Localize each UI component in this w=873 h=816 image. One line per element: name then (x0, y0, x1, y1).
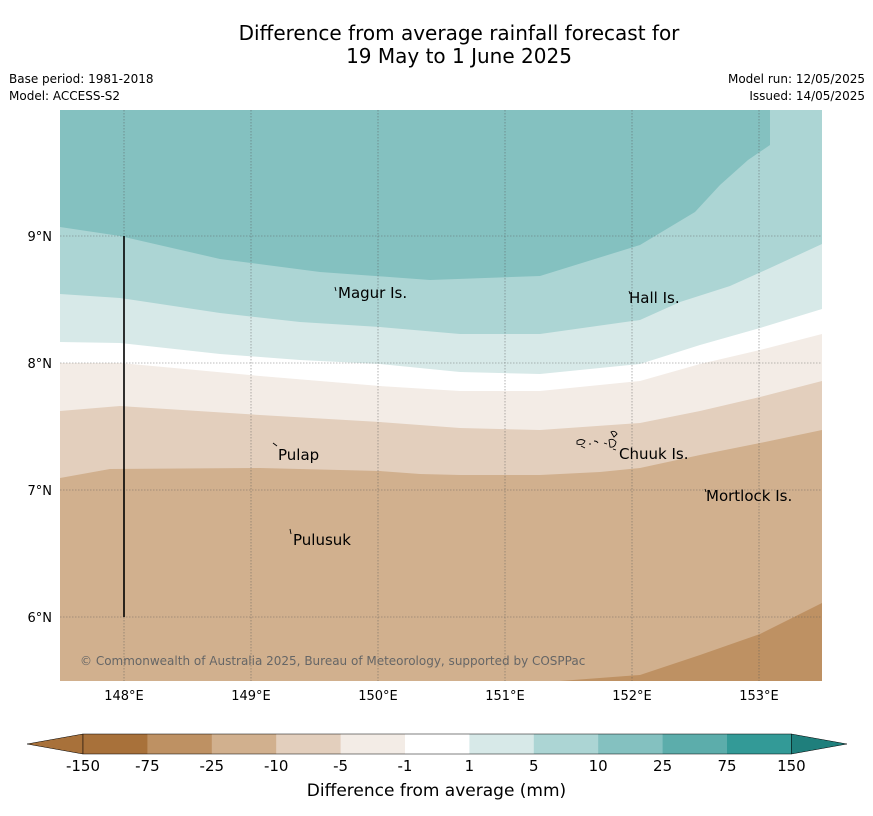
colorbar-title: Difference from average (mm) (306, 781, 567, 801)
lon-label: 152°E (612, 689, 652, 704)
colorbar-cell (598, 734, 664, 754)
rainfall-map: Magur Is. Hall Is. Pulap Chuuk Is. Mortl… (28, 110, 822, 704)
lon-label: 151°E (485, 689, 525, 704)
colorbar-tick-label: 5 (529, 757, 539, 775)
colorbar-tick-label: 75 (717, 757, 736, 775)
colorbar-cells (26, 733, 848, 755)
model-name: Model: ACCESS-S2 (9, 89, 121, 103)
copyright-notice: © Commonwealth of Australia 2025, Bureau… (80, 654, 585, 668)
lon-axis-labels: 148°E 149°E 150°E 151°E 152°E 153°E (104, 689, 779, 704)
colorbar-extend-high (791, 733, 848, 755)
colorbar-tick-label: -5 (333, 757, 348, 775)
band-plus-10 (60, 110, 770, 280)
place-magur: Magur Is. (338, 284, 407, 302)
lon-label: 148°E (104, 689, 144, 704)
base-period: Base period: 1981-2018 (9, 72, 154, 86)
place-labels: Magur Is. Hall Is. Pulap Chuuk Is. Mortl… (278, 284, 792, 549)
colorbar-cell (727, 734, 792, 754)
colorbar-cell (211, 734, 277, 754)
colorbar-tick-label: 150 (777, 757, 806, 775)
place-pulusuk: Pulusuk (293, 531, 351, 549)
lat-label: 6°N (28, 611, 53, 626)
colorbar-cell (147, 734, 213, 754)
place-chuuk: Chuuk Is. (619, 445, 688, 463)
title-line-2: 19 May to 1 June 2025 (346, 44, 572, 68)
lat-label: 9°N (28, 230, 53, 245)
colorbar-cell (469, 734, 535, 754)
meta-right: Model run: 12/05/2025 Issued: 14/05/2025 (728, 71, 865, 105)
colorbar-tick-label: -25 (200, 757, 225, 775)
lat-axis-labels: 9°N 8°N 7°N 6°N (28, 230, 53, 626)
lon-label: 153°E (739, 689, 779, 704)
colorbar-cell (533, 734, 599, 754)
place-hall: Hall Is. (629, 289, 680, 307)
colorbar-cell (405, 734, 470, 754)
lat-label: 7°N (28, 484, 53, 499)
title-line-1: Difference from average rainfall forecas… (238, 21, 680, 45)
colorbar-tick-label: -75 (135, 757, 160, 775)
colorbar-tick-label: 10 (589, 757, 608, 775)
colorbar-tick-label: 25 (653, 757, 672, 775)
model-run: Model run: 12/05/2025 (727, 72, 865, 86)
colorbar-tick-label: -1 (398, 757, 413, 775)
map-title: Difference from average rainfall forecas… (0, 22, 873, 68)
meta-left: Base period: 1981-2018 Model: ACCESS-S2 (9, 71, 154, 105)
island-outlines (272, 286, 707, 535)
colorbar-tick-label: 1 (465, 757, 475, 775)
colorbar-tick-label: -10 (264, 757, 289, 775)
colorbar-cell (662, 734, 728, 754)
lon-label: 149°E (231, 689, 271, 704)
place-pulap: Pulap (278, 446, 319, 464)
lat-label: 8°N (28, 357, 53, 372)
colorbar-cell (276, 734, 342, 754)
band-minus-75 (560, 603, 822, 681)
colorbar-cell (83, 734, 148, 754)
colorbar-tick-labels: -150 -75 -25 -10 -5 -1 1 5 10 25 75 150 (66, 757, 806, 775)
colorbar-extend-low (26, 733, 84, 755)
colorbar-tick-label: -150 (66, 757, 100, 775)
colorbar-cell (340, 734, 406, 754)
lon-label: 150°E (358, 689, 398, 704)
issued-date: Issued: 14/05/2025 (749, 89, 865, 103)
place-mortlock: Mortlock Is. (706, 487, 792, 505)
